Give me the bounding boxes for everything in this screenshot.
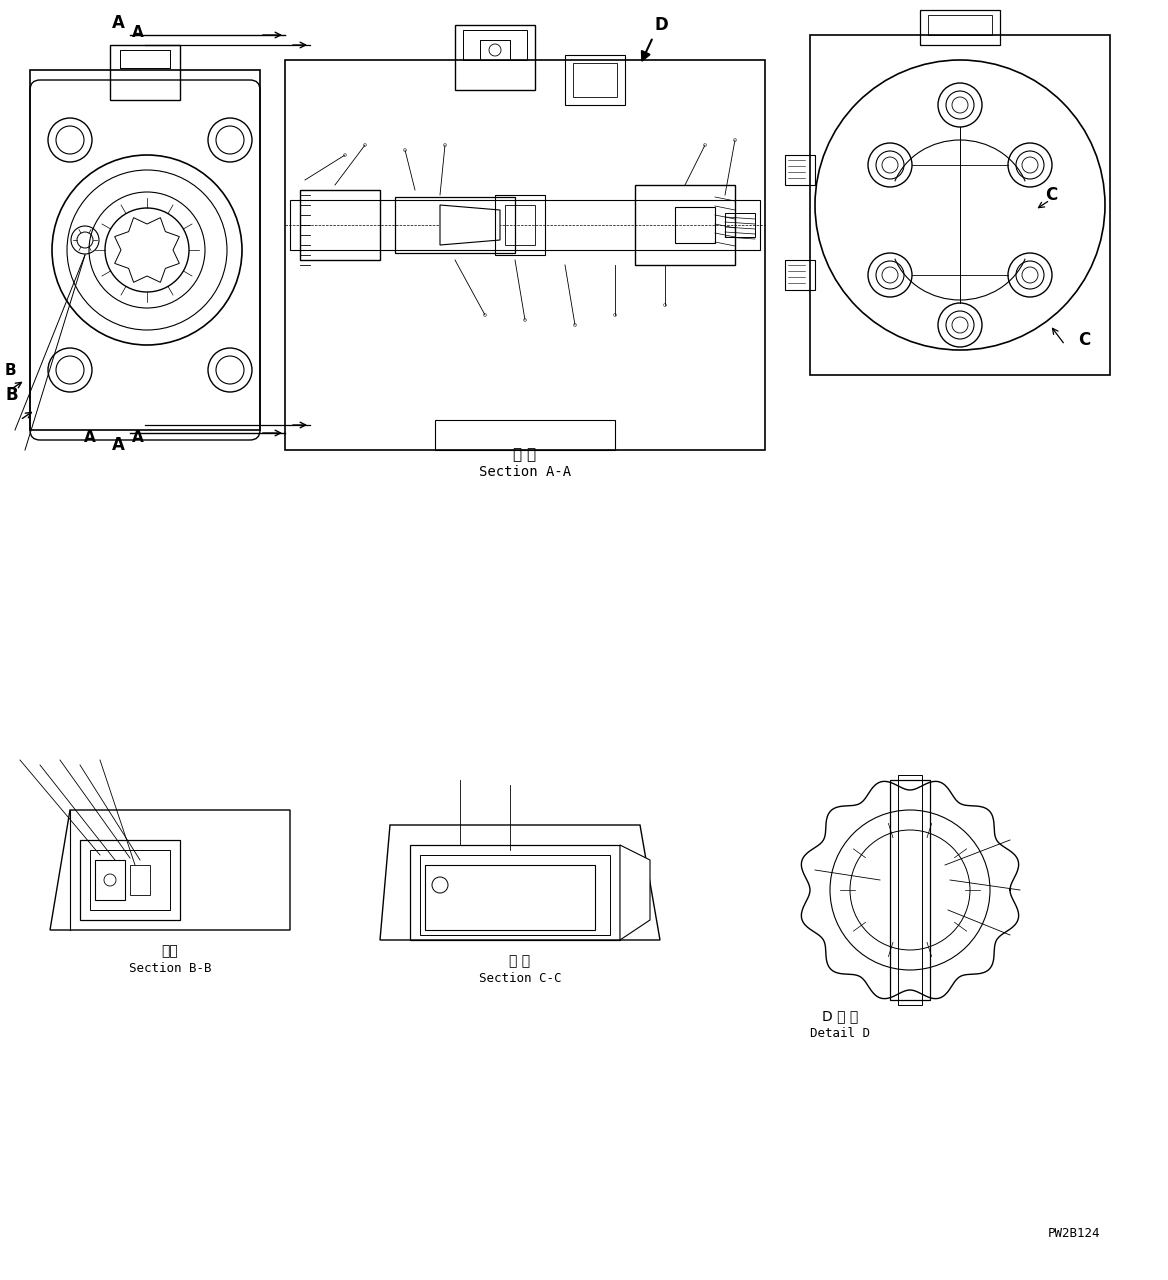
Text: D 詳 細: D 詳 細 bbox=[822, 1009, 858, 1023]
Bar bbox=[929, 15, 992, 35]
Bar bbox=[785, 260, 815, 291]
Bar bbox=[300, 189, 380, 260]
Text: A: A bbox=[132, 26, 144, 40]
Bar bbox=[505, 205, 535, 244]
Bar bbox=[120, 50, 171, 68]
Bar bbox=[130, 865, 150, 895]
Bar bbox=[410, 845, 620, 940]
Bar bbox=[480, 40, 510, 60]
FancyBboxPatch shape bbox=[30, 81, 260, 440]
Bar bbox=[635, 186, 735, 265]
Text: A: A bbox=[132, 430, 144, 445]
Bar bbox=[920, 10, 1000, 45]
Text: 断面: 断面 bbox=[161, 945, 179, 957]
Text: B: B bbox=[5, 362, 16, 378]
Bar bbox=[110, 45, 180, 100]
Text: A: A bbox=[112, 436, 125, 454]
Text: Section B-B: Section B-B bbox=[128, 963, 211, 975]
Bar bbox=[285, 60, 765, 451]
Bar bbox=[79, 840, 180, 920]
Text: Section A-A: Section A-A bbox=[479, 465, 571, 479]
Text: 断 面: 断 面 bbox=[514, 448, 536, 462]
Bar bbox=[456, 26, 535, 90]
Text: C: C bbox=[1045, 186, 1057, 204]
Text: A: A bbox=[84, 430, 96, 445]
Bar bbox=[573, 63, 617, 97]
Bar bbox=[463, 29, 527, 60]
Bar bbox=[95, 860, 125, 900]
Bar bbox=[898, 774, 922, 1005]
Text: Section C-C: Section C-C bbox=[479, 972, 562, 986]
Polygon shape bbox=[620, 845, 651, 940]
Bar bbox=[30, 70, 260, 430]
Bar bbox=[675, 207, 715, 243]
Bar bbox=[565, 55, 625, 105]
Bar bbox=[425, 865, 595, 931]
Bar bbox=[420, 855, 610, 934]
Bar bbox=[785, 155, 815, 186]
Polygon shape bbox=[114, 218, 180, 283]
Bar bbox=[890, 780, 930, 1000]
Bar bbox=[495, 195, 545, 255]
Text: PW2B124: PW2B124 bbox=[1048, 1228, 1100, 1240]
Polygon shape bbox=[380, 826, 660, 940]
Polygon shape bbox=[50, 810, 290, 931]
Bar bbox=[90, 850, 171, 910]
Text: B: B bbox=[6, 387, 19, 404]
Bar bbox=[434, 420, 616, 451]
Polygon shape bbox=[440, 205, 500, 244]
Text: D: D bbox=[655, 17, 669, 35]
Text: A: A bbox=[112, 14, 125, 32]
Text: Detail D: Detail D bbox=[809, 1027, 870, 1039]
Text: 断 面: 断 面 bbox=[509, 954, 530, 968]
Bar bbox=[725, 212, 755, 237]
Bar bbox=[395, 197, 515, 253]
Bar bbox=[809, 35, 1110, 375]
Bar bbox=[290, 200, 760, 250]
Text: C: C bbox=[1078, 332, 1090, 349]
